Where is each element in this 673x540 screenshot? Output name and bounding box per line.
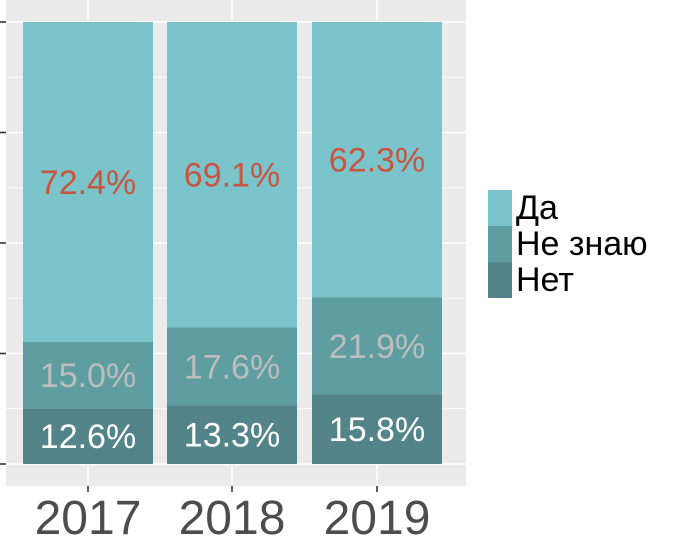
bar-2017-ne-znayu: [23, 342, 153, 409]
data-label-2019-net: 15.8%: [329, 411, 425, 449]
bar-2019-ne-znayu: [312, 297, 442, 395]
bar-2018-da: [167, 22, 297, 328]
legend-swatch-net: [488, 262, 512, 298]
x-tick-label-2018: 2018: [179, 492, 286, 540]
x-tick-label-2019: 2019: [324, 492, 431, 540]
legend-item-da: Да: [488, 190, 648, 226]
legend-label-da: Да: [516, 189, 558, 227]
legend-label-net: Нет: [516, 261, 574, 299]
legend-label-ne-znayu: Не знаю: [516, 225, 648, 263]
bar-2018-ne-znayu: [167, 327, 297, 406]
data-label-2018-net: 13.3%: [184, 417, 280, 455]
bar-2017-da: [23, 22, 153, 343]
bar-2017-net: [23, 408, 153, 464]
legend-swatch-da: [488, 190, 512, 226]
data-label-2018-da: 69.1%: [184, 157, 280, 195]
bar-2018-net: [167, 405, 297, 464]
data-label-2017-ne-znayu: 15.0%: [40, 357, 136, 395]
legend-swatch-ne-znayu: [488, 226, 512, 262]
data-label-2017-net: 12.6%: [40, 418, 136, 456]
data-label-2018-ne-znayu: 17.6%: [184, 348, 280, 386]
data-label-2019-ne-znayu: 21.9%: [329, 328, 425, 366]
bar-2019-net: [312, 394, 442, 464]
bar-2019-da: [312, 22, 442, 298]
x-tick-label-2017: 2017: [35, 492, 142, 540]
legend-item-net: Нет: [488, 262, 648, 298]
legend: Да Не знаю Нет: [488, 190, 648, 298]
data-label-2019-da: 62.3%: [329, 142, 425, 180]
data-label-2017-da: 72.4%: [40, 164, 136, 202]
legend-item-ne-znayu: Не знаю: [488, 226, 648, 262]
